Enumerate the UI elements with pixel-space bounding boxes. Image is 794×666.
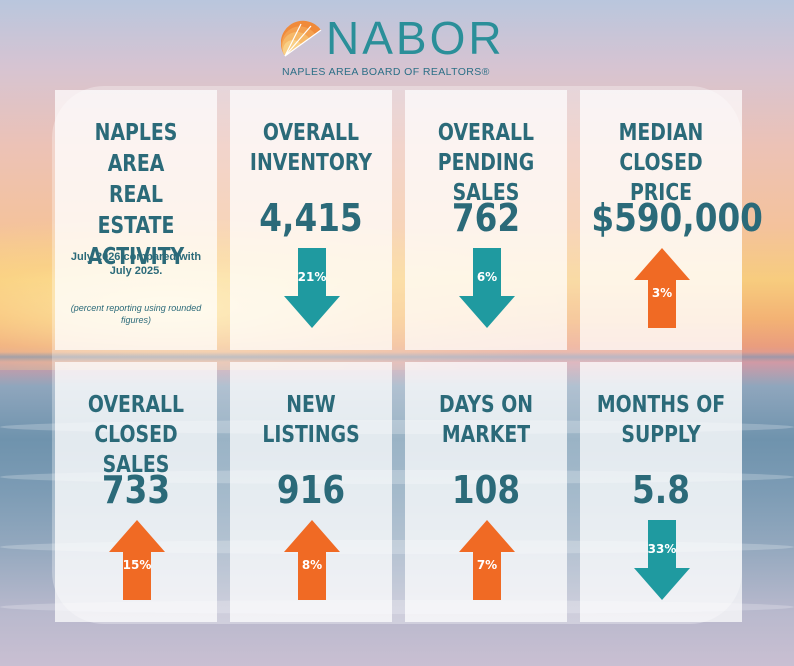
change-percent: 15% — [122, 558, 152, 572]
intro-tile: NAPLES AREA REAL ESTATE ACTIVITY July 20… — [55, 90, 217, 350]
arrow-up-icon: 8% — [284, 520, 340, 600]
comparison-text: July 2026 compared with July 2025. — [70, 251, 202, 277]
metric-title-line: MEDIAN — [618, 120, 704, 146]
change-percent: 7% — [476, 558, 498, 572]
metric-title: OVERALL PENDING SALES — [420, 118, 553, 208]
metric-title-line: LISTINGS — [262, 422, 360, 448]
metric-title-line: MONTHS OF — [596, 392, 726, 418]
logo-wordmark: NABOR — [326, 12, 505, 64]
metric-title-line: MARKET — [441, 422, 531, 448]
metric-title-line: PENDING SALES — [437, 150, 535, 206]
metric-title-line: INVENTORY — [249, 150, 373, 176]
metric-value: 4,415 — [259, 196, 363, 240]
intro-title: NAPLES AREA REAL ESTATE ACTIVITY — [70, 118, 203, 273]
metric-title-line: SUPPLY — [621, 422, 701, 448]
intro-title-line: AREA — [107, 151, 165, 177]
change-percent: 8% — [301, 558, 323, 572]
arrow-up-icon: 7% — [459, 520, 515, 600]
metric-title: MONTHS OF SUPPLY — [595, 390, 728, 450]
intro-title-line: REAL ESTATE — [97, 182, 175, 239]
metric-value: 5.8 — [632, 468, 690, 512]
metric-value: 733 — [101, 468, 171, 512]
metric-tile-overall-pending-sales: OVERALL PENDING SALES 762 6% — [405, 90, 567, 350]
metric-title-line: CLOSED SALES — [94, 422, 178, 478]
metric-tile-days-on-market: DAYS ON MARKET 108 7% — [405, 362, 567, 622]
horizon-line — [0, 352, 794, 362]
metric-title-line: OVERALL — [262, 120, 360, 146]
metric-title: DAYS ON MARKET — [420, 390, 553, 450]
metric-tile-overall-closed-sales: OVERALL CLOSED SALES 733 15% — [55, 362, 217, 622]
change-percent: 21% — [297, 270, 327, 284]
metric-title-line: OVERALL — [437, 120, 535, 146]
arrow-up-icon: 15% — [109, 520, 165, 600]
metric-title: OVERALL CLOSED SALES — [70, 390, 203, 480]
metric-title: NEW LISTINGS — [245, 390, 378, 450]
metric-tile-months-of-supply: MONTHS OF SUPPLY 5.8 33% — [580, 362, 742, 622]
nabor-logo: NABOR NAPLES AREA BOARD OF REALTORS® — [0, 8, 794, 82]
intro-title-line: NAPLES — [94, 120, 178, 146]
metric-title-line: NEW — [286, 392, 336, 418]
logo-subtitle: NAPLES AREA BOARD OF REALTORS® — [282, 66, 490, 78]
metric-tile-median-closed-price: MEDIAN CLOSED PRICE $590,000 3% — [580, 90, 763, 350]
arrow-down-icon: 6% — [459, 248, 515, 328]
arrow-up-icon: 3% — [634, 248, 690, 328]
metric-title-line: DAYS ON — [438, 392, 534, 418]
metric-title: OVERALL INVENTORY — [245, 118, 378, 178]
metric-value: 108 — [451, 468, 521, 512]
intro-title-line: ACTIVITY — [87, 244, 185, 270]
metric-title-line: CLOSED PRICE — [619, 150, 703, 206]
change-percent: 6% — [476, 270, 498, 284]
shell-logo-icon — [280, 18, 325, 62]
metric-value: $590,000 — [591, 196, 763, 240]
rounding-note: (percent reporting using rounded figures… — [70, 303, 202, 325]
metric-title: MEDIAN CLOSED PRICE — [595, 118, 728, 208]
arrow-down-icon: 21% — [284, 248, 340, 328]
metric-tile-new-listings: NEW LISTINGS 916 8% — [230, 362, 392, 622]
metric-value: 762 — [451, 196, 521, 240]
arrow-down-icon: 33% — [634, 520, 690, 600]
change-percent: 3% — [651, 286, 673, 300]
change-percent: 33% — [647, 542, 677, 556]
metric-title-line: OVERALL — [87, 392, 185, 418]
metric-tile-overall-inventory: OVERALL INVENTORY 4,415 21% — [230, 90, 392, 350]
metric-value: 916 — [276, 468, 346, 512]
